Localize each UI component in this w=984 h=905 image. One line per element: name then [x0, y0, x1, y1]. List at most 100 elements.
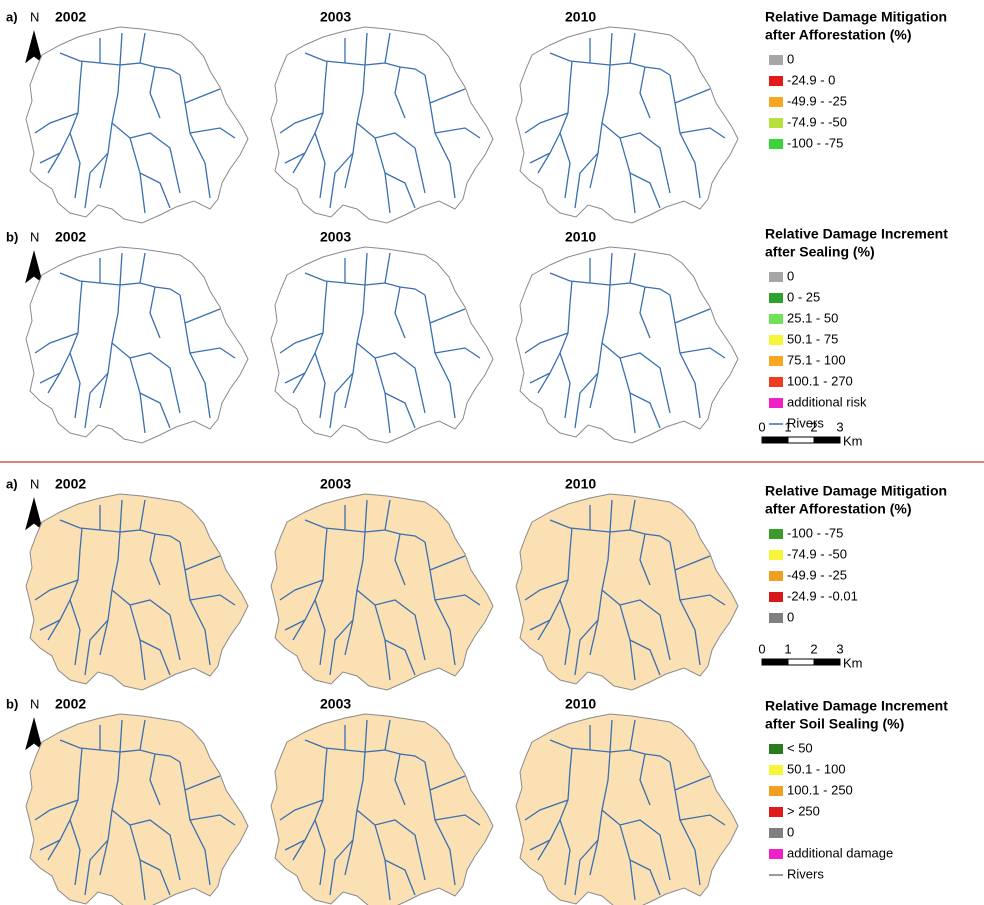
legend-swatch: [769, 76, 783, 86]
legend-title: Relative Damage Increment: [765, 698, 948, 714]
legend-label: -74.9 - -50: [787, 114, 847, 129]
scale-label: 1: [784, 641, 791, 656]
year-label: 2003: [320, 696, 351, 712]
panel-label: b): [6, 229, 18, 244]
year-label: 2002: [55, 9, 86, 25]
panel-label: b): [6, 696, 18, 711]
legend-swatch: [769, 293, 783, 303]
scale-label: 3: [836, 419, 843, 434]
year-label: 2010: [565, 229, 596, 245]
legend-swatch: [769, 765, 783, 775]
scale-label: 2: [810, 641, 817, 656]
legend-label: additional risk: [787, 394, 867, 409]
legend-label: 100.1 - 270: [787, 373, 853, 388]
legend-label: Rivers: [787, 415, 824, 430]
legend-swatch: [769, 744, 783, 754]
legend-label: 0: [787, 268, 794, 283]
legend-title: after Afforestation (%): [765, 27, 912, 43]
scale-label: 3: [836, 641, 843, 656]
scale-unit: Km: [843, 433, 863, 448]
legend-label: 50.1 - 75: [787, 331, 838, 346]
scale-segment: [813, 436, 841, 444]
year-label: 2003: [320, 229, 351, 245]
year-label: 2002: [55, 476, 86, 492]
north-arrow: [25, 717, 43, 751]
scale-segment: [761, 658, 789, 666]
legend-label: 0 - 25: [787, 289, 820, 304]
basin-map: [270, 713, 494, 905]
legend-title: after Afforestation (%): [765, 501, 912, 517]
year-label: 2010: [565, 9, 596, 25]
legend-swatch: [769, 356, 783, 366]
legend-swatch: [769, 550, 783, 560]
basin-map: [25, 246, 249, 444]
legend-swatch: [769, 377, 783, 387]
legend-swatch: [769, 786, 783, 796]
year-label: 2002: [55, 229, 86, 245]
legend-label: 0: [787, 609, 794, 624]
scale-label: 0: [758, 419, 765, 434]
year-label: 2010: [565, 476, 596, 492]
legend-label: 25.1 - 50: [787, 310, 838, 325]
legend-swatch: [769, 314, 783, 324]
legend-label: 50.1 - 100: [787, 761, 846, 776]
legend-title: Relative Damage Increment: [765, 226, 948, 242]
panel-label: a): [6, 476, 18, 491]
legend-swatch: [769, 272, 783, 282]
scale-segment: [813, 658, 841, 666]
basin-map: [270, 493, 494, 691]
north-label: N: [30, 229, 39, 244]
legend-label: > 250: [787, 803, 820, 818]
basin-map: [25, 493, 249, 691]
basin-map: [270, 246, 494, 444]
legend-swatch: [769, 118, 783, 128]
legend-label: Rivers: [787, 866, 824, 881]
legend-title: after Soil Sealing (%): [765, 716, 904, 732]
legend-swatch: [769, 571, 783, 581]
basin-map: [515, 246, 739, 444]
north-label: N: [30, 696, 39, 711]
basin-map: [515, 26, 739, 224]
legend-swatch: [769, 592, 783, 602]
north-arrow: [25, 497, 43, 531]
legend-swatch: [769, 849, 783, 859]
legend-label: 75.1 - 100: [787, 352, 846, 367]
legend-label: -49.9 - -25: [787, 93, 847, 108]
legend-swatch: [769, 398, 783, 408]
legend-swatch: [769, 335, 783, 345]
legend-swatch: [769, 807, 783, 817]
legend-title: Relative Damage Mitigation: [765, 9, 947, 25]
legend-label: 0: [787, 824, 794, 839]
legend-swatch: [769, 97, 783, 107]
north-label: N: [30, 476, 39, 491]
panel-label: a): [6, 9, 18, 24]
legend-label: 100.1 - 250: [787, 782, 853, 797]
legend-swatch: [769, 613, 783, 623]
basin-map: [25, 26, 249, 224]
basin-map: [515, 493, 739, 691]
legend-swatch: [769, 55, 783, 65]
basin-map: [25, 713, 249, 905]
year-label: 2002: [55, 696, 86, 712]
legend-label: -24.9 - -0.01: [787, 588, 858, 603]
year-label: 2003: [320, 9, 351, 25]
north-label: N: [30, 9, 39, 24]
legend-title: Relative Damage Mitigation: [765, 483, 947, 499]
scale-unit: Km: [843, 655, 863, 670]
scale-label: 1: [784, 419, 791, 434]
legend-label: -74.9 - -50: [787, 546, 847, 561]
legend-title: after Sealing (%): [765, 244, 875, 260]
legend-swatch: [769, 828, 783, 838]
legend-swatch: [769, 139, 783, 149]
legend-label: -100 - -75: [787, 525, 843, 540]
scale-segment: [787, 658, 815, 666]
scale-segment: [761, 436, 789, 444]
basin-map: [270, 26, 494, 224]
year-label: 2010: [565, 696, 596, 712]
north-arrow: [25, 30, 43, 64]
legend-label: 0: [787, 51, 794, 66]
scale-segment: [787, 436, 815, 444]
year-label: 2003: [320, 476, 351, 492]
legend-label: < 50: [787, 740, 813, 755]
